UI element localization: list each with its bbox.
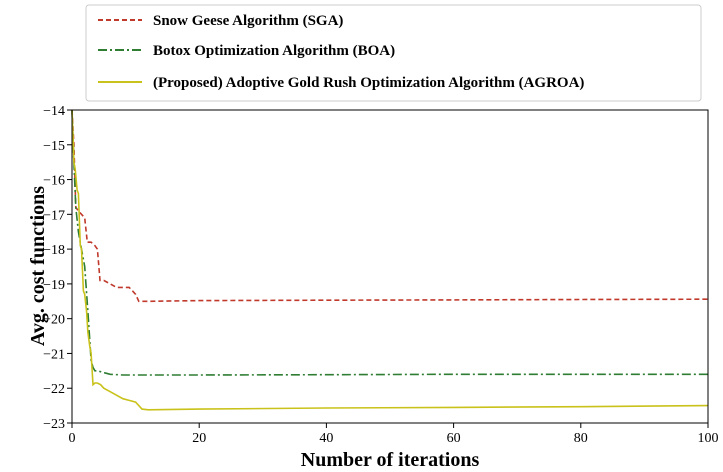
plot-frame xyxy=(71,109,709,424)
x-tick-label: 20 xyxy=(192,431,206,446)
legend-label-boa: Botox Optimization Algorithm (BOA) xyxy=(153,43,395,59)
series-line-boa xyxy=(71,109,708,376)
series-line-agroa xyxy=(71,109,709,411)
y-axis: −23 −22 −21 −20 −19 −18 −17 −16 −15 −14 xyxy=(43,104,72,432)
legend-label-agroa: (Proposed) Adoptive Gold Rush Optimizati… xyxy=(153,75,584,91)
y-tick-label: −18 xyxy=(43,243,65,258)
x-tick-label: 100 xyxy=(698,431,719,446)
legend-label-sga: Snow Geese Algorithm (SGA) xyxy=(153,13,343,29)
x-tick-label: 0 xyxy=(69,431,76,446)
y-tick-label: −23 xyxy=(43,417,65,432)
x-tick-label: 60 xyxy=(447,431,461,446)
series-layer xyxy=(71,109,709,411)
x-tick-label: 80 xyxy=(574,431,588,446)
chart-legend: Snow Geese Algorithm (SGA) Botox Optimiz… xyxy=(85,4,702,102)
y-tick-label: −16 xyxy=(43,174,65,189)
y-tick-label: −20 xyxy=(43,313,65,328)
y-tick-label: −15 xyxy=(43,139,65,154)
y-tick-label: −22 xyxy=(43,382,65,397)
y-tick-label: −19 xyxy=(43,278,65,293)
x-tick-label: 40 xyxy=(319,431,333,446)
y-axis-title: Avg. cost functions xyxy=(27,186,49,346)
y-tick-label: −17 xyxy=(43,208,65,223)
legend-frame xyxy=(85,4,702,102)
x-axis: 0 20 40 60 80 100 xyxy=(69,423,719,446)
series-line-sga xyxy=(71,109,709,303)
y-tick-label: −21 xyxy=(43,347,65,362)
x-axis-title: Number of iterations xyxy=(301,449,480,471)
y-tick-label: −14 xyxy=(43,104,65,119)
